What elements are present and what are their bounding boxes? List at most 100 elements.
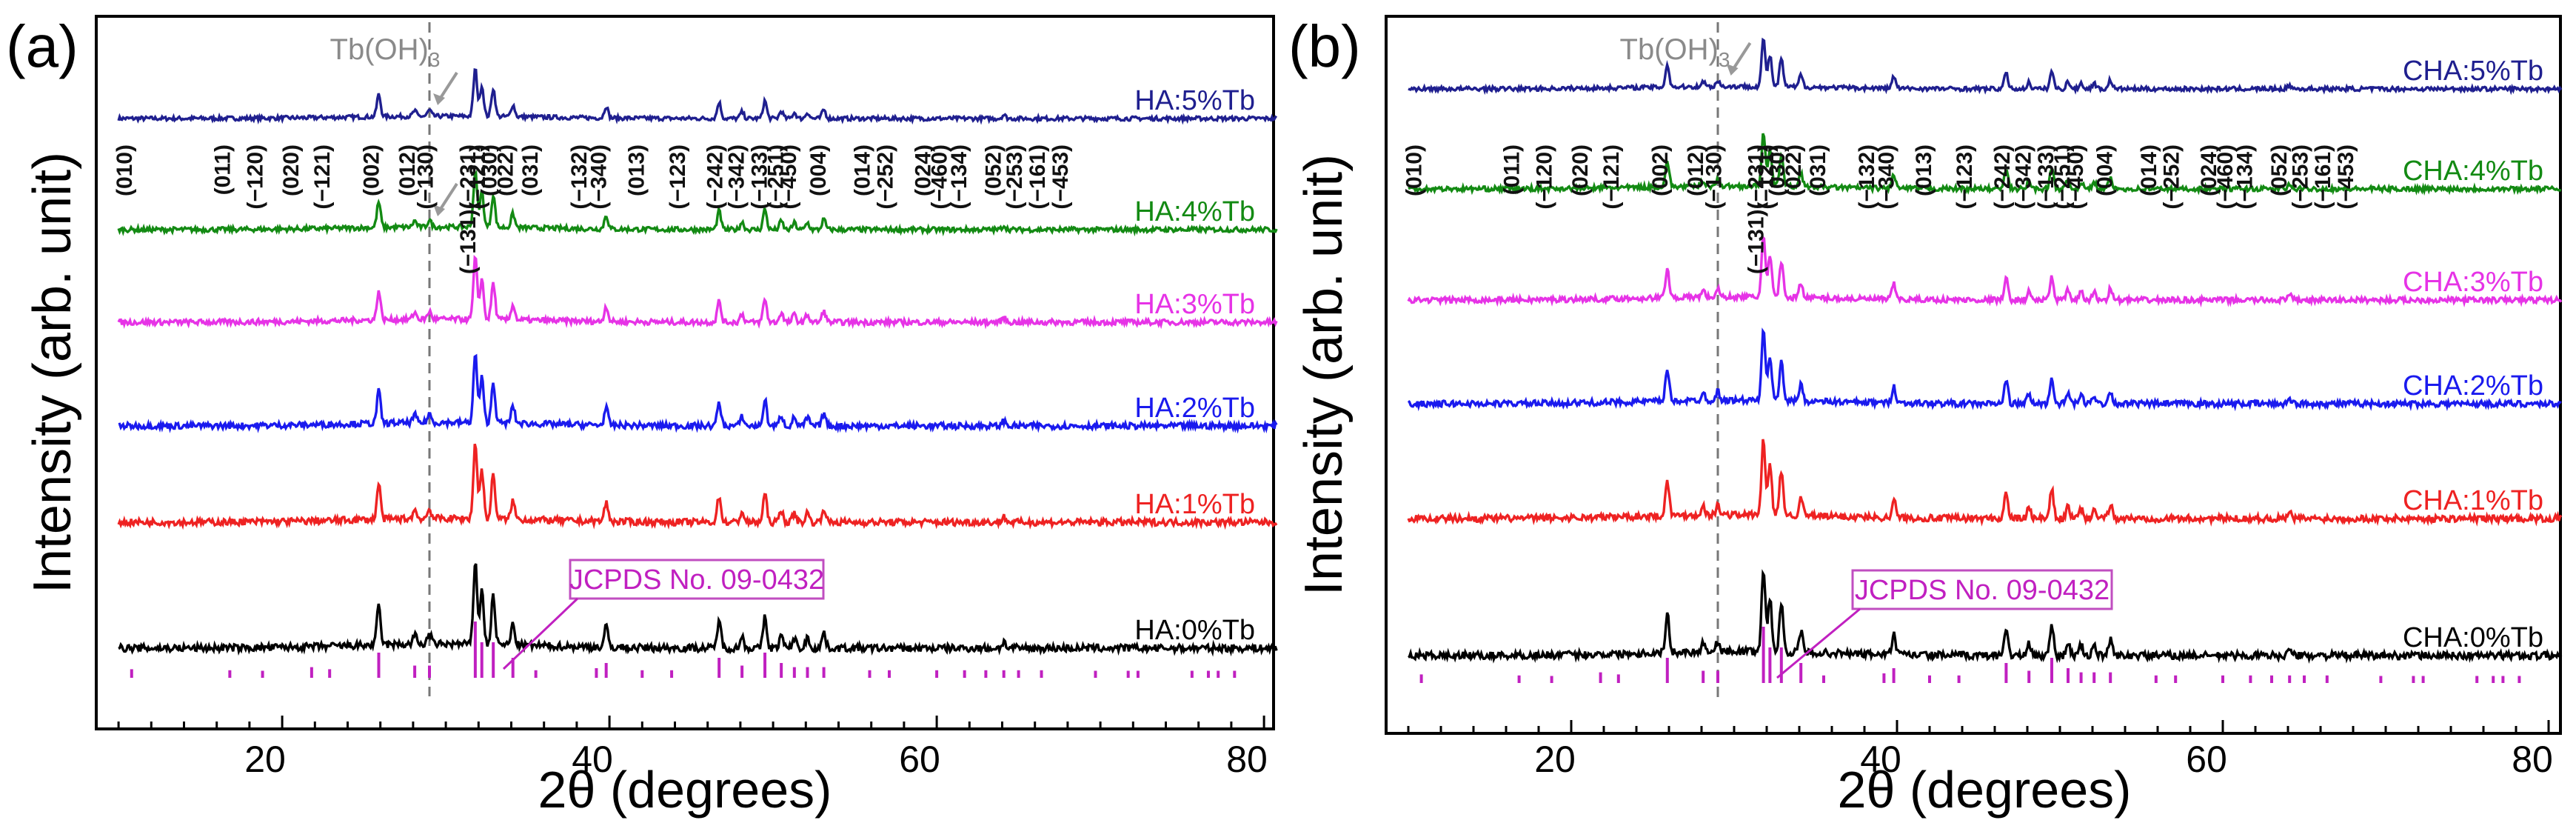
- hkl-label: (024): [2197, 144, 2221, 196]
- series-line-ha5tb: [117, 67, 1278, 125]
- panel-b-x-axis-label: 2θ (degrees): [1838, 761, 2132, 819]
- panel-a-y-axis-label: Intensity (arb. unit): [23, 152, 82, 593]
- hkl-label: (−460): [2213, 144, 2238, 210]
- panel-b-x-tick-label: 60: [2186, 739, 2227, 780]
- panel-a-jcpds-box: [569, 559, 825, 600]
- panel-b-frame: [1385, 15, 2562, 735]
- series-line-cha3tb: [1407, 234, 2563, 308]
- series-line-ha2tb: [118, 353, 1278, 434]
- series-label: HA:3%Tb: [1134, 289, 1255, 320]
- tb-oh3-arrow: [439, 182, 458, 210]
- panel-a-x-tick-label: 80: [1226, 739, 1268, 780]
- panel-b-jcpds-box: [1851, 569, 2113, 610]
- hkl-label: (−450): [2064, 144, 2088, 210]
- hkl-label: (−340): [587, 144, 612, 210]
- series-line-ha3tb: [117, 255, 1278, 330]
- hkl-label: (−131)(−231): [456, 144, 481, 274]
- series-label: CHA:4%Tb: [2403, 156, 2543, 187]
- hkl-label: (−342): [724, 144, 749, 210]
- series-label: CHA:0%Tb: [2403, 622, 2543, 653]
- panel-b-x-tick-label: 40: [1860, 739, 1901, 780]
- series-label: HA:1%Tb: [1134, 489, 1255, 520]
- hkl-label: (−133): [2034, 144, 2058, 210]
- hkl-label: (−121): [310, 144, 335, 210]
- hkl-label: (020): [279, 144, 304, 196]
- series-line-ha1tb: [117, 443, 1278, 530]
- hkl-label: (−161): [1026, 144, 1050, 210]
- panel-b-tb-oh3-label: Tb(OH)3: [1620, 33, 1730, 71]
- hkl-label: (−450): [777, 144, 801, 210]
- hkl-label: (004): [806, 144, 831, 196]
- hkl-label: (−251): [2050, 144, 2075, 210]
- hkl-label: (013): [625, 144, 649, 196]
- series-line-cha0tb: [1408, 569, 2563, 664]
- hkl-label: (−342): [2011, 144, 2035, 210]
- hkl-label: (−242): [1990, 144, 2015, 210]
- series-label: HA:5%Tb: [1134, 85, 1255, 116]
- hkl-label: (004): [2092, 144, 2117, 196]
- hkl-label: (−453): [2334, 144, 2358, 210]
- panel-b-jcpds-label: JCPDS No. 09-0432: [1855, 575, 2110, 606]
- hkl-label: (014): [851, 144, 875, 196]
- hkl-label: (−340): [1875, 144, 1899, 210]
- panel-a-jcpds-pointer: [502, 597, 579, 670]
- hkl-label: (010): [1402, 144, 1427, 196]
- panel-a: (a) Intensity (arb. unit) 2θ (degrees) 2…: [6, 13, 1278, 819]
- series-label: CHA:1%Tb: [2403, 485, 2543, 516]
- panel-b-x-tick-label: 80: [2512, 739, 2553, 780]
- hkl-label: (030): [478, 144, 502, 196]
- panel-b-x-tick-label: 20: [1534, 739, 1576, 780]
- hkl-label: (−132): [567, 144, 592, 210]
- hkl-label: (−242): [703, 144, 728, 210]
- hkl-label: (−121): [1754, 144, 1779, 210]
- hkl-label: (011): [210, 144, 235, 195]
- panel-a-x-tick-label: 40: [572, 739, 613, 780]
- hkl-label: (002): [1648, 144, 1673, 196]
- hkl-label: (012): [1684, 144, 1708, 196]
- panel-a-tb-oh3-label: Tb(OH)3: [330, 33, 441, 71]
- hkl-label: (011): [1500, 144, 1525, 195]
- tb-oh3-arrowhead: [433, 93, 446, 105]
- series-line-cha1tb: [1407, 439, 2563, 527]
- hkl-label: (−132): [1855, 144, 1879, 210]
- panel-a-jcpds-label: JCPDS No. 09-0432: [569, 564, 824, 596]
- series-label: HA:2%Tb: [1134, 393, 1255, 424]
- hkl-label: (−252): [873, 144, 897, 210]
- hkl-label: (−252): [2160, 144, 2184, 210]
- hkl-label: (−123): [666, 144, 690, 210]
- hkl-label: (031): [1806, 144, 1830, 196]
- hkl-label: (052): [2267, 144, 2292, 196]
- hkl-label: (−453): [1048, 144, 1073, 210]
- tb-oh3-arrow: [1732, 41, 1752, 70]
- hkl-label: (−253): [2288, 144, 2312, 210]
- hkl-label: (−251): [763, 144, 788, 210]
- hkl-label: (012): [395, 144, 420, 196]
- panel-b: (b) Intensity (arb. unit) 2θ (degrees) 2…: [1288, 13, 2563, 819]
- series-label: HA:0%Tb: [1134, 615, 1255, 646]
- hkl-label: (−130): [1702, 144, 1726, 210]
- hkl-label: (020): [1568, 144, 1593, 196]
- hkl-label: (002): [360, 144, 384, 196]
- panel-a-x-tick-label: 20: [244, 739, 286, 780]
- tb-oh3-arrowhead: [433, 204, 446, 216]
- hkl-label: (−134): [947, 144, 971, 210]
- series-line-ha0tb: [118, 563, 1278, 657]
- hkl-label: (−133): [747, 144, 772, 210]
- series-line-ha4tb: [117, 169, 1278, 237]
- hkl-label: (013): [1912, 144, 1936, 196]
- panel-a-label: (a): [6, 13, 78, 79]
- panel-a-x-axis-label: 2θ (degrees): [538, 761, 832, 819]
- hkl-label: (052): [981, 144, 1006, 196]
- hkl-label: (−120): [1533, 144, 1557, 210]
- series-label: CHA:2%Tb: [2403, 370, 2543, 401]
- hkl-label: (010): [113, 144, 137, 196]
- series-label: CHA:3%Tb: [2403, 267, 2543, 298]
- hkl-label: (−460): [927, 144, 951, 210]
- hkl-label: (030): [1765, 144, 1790, 196]
- tb-oh3-arrowhead: [1726, 64, 1739, 76]
- panel-b-label: (b): [1288, 13, 1361, 79]
- hkl-label: (031): [518, 144, 543, 196]
- hkl-label: (−131)(−231): [1744, 144, 1769, 274]
- panel-a-x-tick-label: 60: [899, 739, 940, 780]
